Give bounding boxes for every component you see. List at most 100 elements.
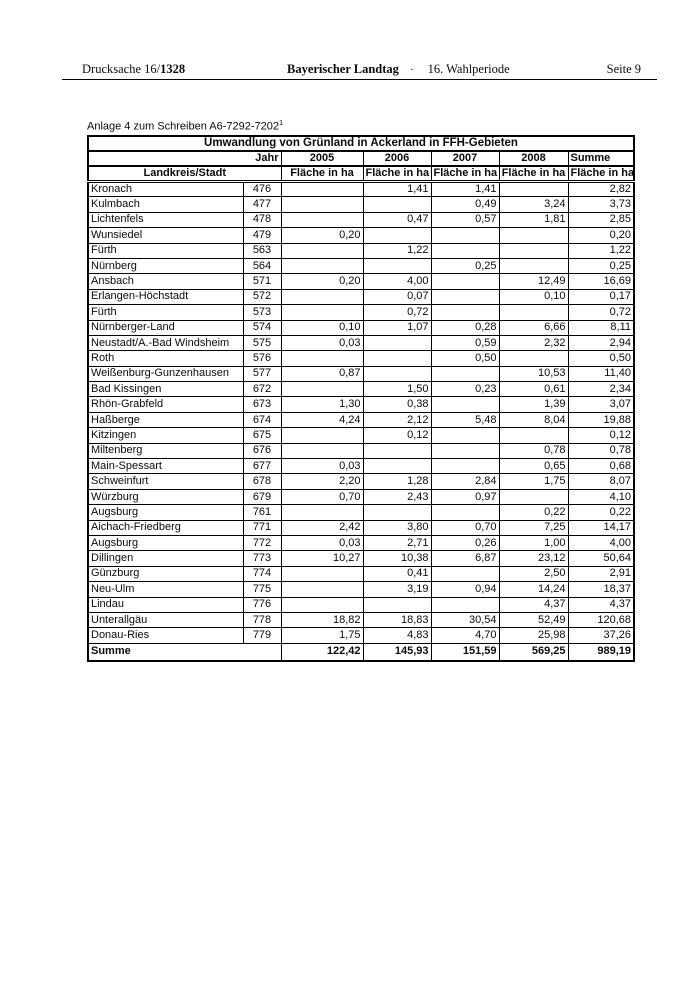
cell-landkreis: Nürnberger-Land	[87, 319, 244, 336]
cell-jahr-nr: 778	[242, 611, 282, 629]
cell-value-2008: 2,32	[498, 334, 569, 352]
annotation-line: Anlage 4 zum Schreiben A6-7292-72021	[87, 116, 283, 134]
table-row: Augsburg 761 0,22 0,22	[87, 504, 635, 521]
ffh-conversion-table: Umwandlung von Grünland in Ackerland in …	[87, 135, 636, 663]
flaeche-header-cell: Fläche in ha	[362, 165, 432, 183]
cell-jahr-nr: 673	[242, 396, 282, 413]
cell-value-2008	[498, 180, 569, 198]
cell-value-2008	[498, 427, 569, 444]
cell-jahr-nr: 476	[242, 180, 282, 198]
cell-jahr-nr: 576	[242, 350, 282, 367]
cell-value-summe: 19,88	[567, 411, 635, 429]
cell-value-2006	[362, 196, 432, 213]
cell-value-summe: 0,78	[567, 442, 635, 460]
cell-value-2006: 2,43	[362, 488, 432, 506]
table-row: Augsburg 772 0,03 2,71 0,26 1,00 4,00	[87, 534, 635, 552]
table-row: Bad Kissingen 672 1,50 0,23 0,61 2,34	[87, 381, 635, 398]
sum-label-cell: Summe	[87, 642, 282, 662]
table-row: Nürnberg 564 0,25 0,25	[87, 257, 635, 275]
legislative-period: 16. Wahlperiode	[427, 62, 510, 76]
cell-value-summe: 14,17	[567, 519, 635, 536]
cell-value-2006	[362, 458, 432, 475]
table-row: Dillingen 773 10,27 10,38 6,87 23,12 50,64	[87, 550, 635, 567]
cell-value-2007	[430, 442, 500, 460]
cell-landkreis: Neustadt/A.-Bad Windsheim	[87, 334, 244, 352]
cell-value-2008: 23,12	[498, 550, 569, 567]
cell-value-2006: 4,83	[362, 627, 432, 644]
cell-value-2005	[280, 180, 364, 198]
cell-value-2008: 2,50	[498, 565, 569, 583]
table-row: Kitzingen 675 0,12 0,12	[87, 427, 635, 444]
cell-value-2005: 0,20	[280, 227, 364, 244]
cell-landkreis: Roth	[87, 350, 244, 367]
cell-jahr-nr: 574	[242, 319, 282, 336]
cell-value-2008: 0,65	[498, 458, 569, 475]
cell-value-summe: 0,72	[567, 304, 635, 321]
cell-jahr-nr: 761	[242, 504, 282, 521]
table-row: Rhön-Grabfeld 673 1,30 0,38 1,39 3,07	[87, 396, 635, 413]
cell-value-2006: 1,50	[362, 381, 432, 398]
cell-value-2008: 8,04	[498, 411, 569, 429]
cell-landkreis: Kitzingen	[87, 427, 244, 444]
cell-value-summe: 2,91	[567, 565, 635, 583]
cell-value-2005: 10,27	[280, 550, 364, 567]
cell-value-2006: 18,83	[362, 611, 432, 629]
cell-jahr-nr: 674	[242, 411, 282, 429]
cell-value-2007: 5,48	[430, 411, 500, 429]
cell-landkreis: Augsburg	[87, 534, 244, 552]
cell-jahr-nr: 678	[242, 473, 282, 490]
cell-value-2008	[498, 350, 569, 367]
page-number: Seite 9	[606, 62, 641, 76]
cell-value-2007	[430, 565, 500, 583]
table-title: Umwandlung von Grünland in Ackerland in …	[87, 135, 635, 152]
cell-value-2007: 0,49	[430, 196, 500, 213]
header-rule	[62, 79, 657, 80]
footnote-marker: 1	[279, 118, 284, 127]
cell-landkreis: Fürth	[87, 304, 244, 321]
jahr-header-cell: Jahr	[87, 150, 282, 167]
cell-value-summe: 0,20	[567, 227, 635, 244]
cell-value-summe: 2,94	[567, 334, 635, 352]
cell-jahr-nr: 774	[242, 565, 282, 583]
cell-landkreis: Haßberge	[87, 411, 244, 429]
table-row: Roth 576 0,50 0,50	[87, 350, 635, 367]
cell-value-2008: 10,53	[498, 365, 569, 383]
cell-value-2008: 1,81	[498, 211, 569, 229]
table-row: Miltenberg 676 0,78 0,78	[87, 442, 635, 460]
cell-value-2008	[498, 242, 569, 259]
cell-value-2007: 0,57	[430, 211, 500, 229]
cell-jahr-nr: 564	[242, 257, 282, 275]
cell-jahr-nr: 676	[242, 442, 282, 460]
cell-value-2006: 2,12	[362, 411, 432, 429]
cell-jahr-nr: 572	[242, 288, 282, 306]
cell-value-summe: 4,00	[567, 534, 635, 552]
cell-value-2005: 18,82	[280, 611, 364, 629]
cell-value-2008	[498, 227, 569, 244]
cell-landkreis: Würzburg	[87, 488, 244, 506]
cell-value-2008: 1,39	[498, 396, 569, 413]
cell-value-2008: 12,49	[498, 273, 569, 290]
cell-value-2008: 1,75	[498, 473, 569, 490]
cell-value-2006: 0,47	[362, 211, 432, 229]
table-row: Würzburg 679 0,70 2,43 0,97 4,10	[87, 488, 635, 506]
cell-value-2007: 0,26	[430, 534, 500, 552]
cell-value-2005: 4,24	[280, 411, 364, 429]
annotation-text: Anlage 4 zum Schreiben A6-7292-7202	[87, 120, 280, 133]
cell-value-2006	[362, 504, 432, 521]
cell-landkreis: Donau-Ries	[87, 627, 244, 644]
cell-value-summe: 37,26	[567, 627, 635, 644]
cell-value-summe: 8,11	[567, 319, 635, 336]
cell-value-2007: 0,59	[430, 334, 500, 352]
cell-value-summe: 4,10	[567, 488, 635, 506]
sum-value-2007: 151,59	[430, 642, 500, 662]
cell-value-2006: 0,41	[362, 565, 432, 583]
cell-value-summe: 0,17	[567, 288, 635, 306]
cell-value-2005	[280, 427, 364, 444]
cell-landkreis: Lichtenfels	[87, 211, 244, 229]
cell-jahr-nr: 478	[242, 211, 282, 229]
sum-value-2005: 122,42	[280, 642, 364, 662]
cell-value-2006	[362, 442, 432, 460]
cell-jahr-nr: 477	[242, 196, 282, 213]
cell-value-2007: 0,50	[430, 350, 500, 367]
table-row: Ansbach 571 0,20 4,00 12,49 16,69	[87, 273, 635, 290]
